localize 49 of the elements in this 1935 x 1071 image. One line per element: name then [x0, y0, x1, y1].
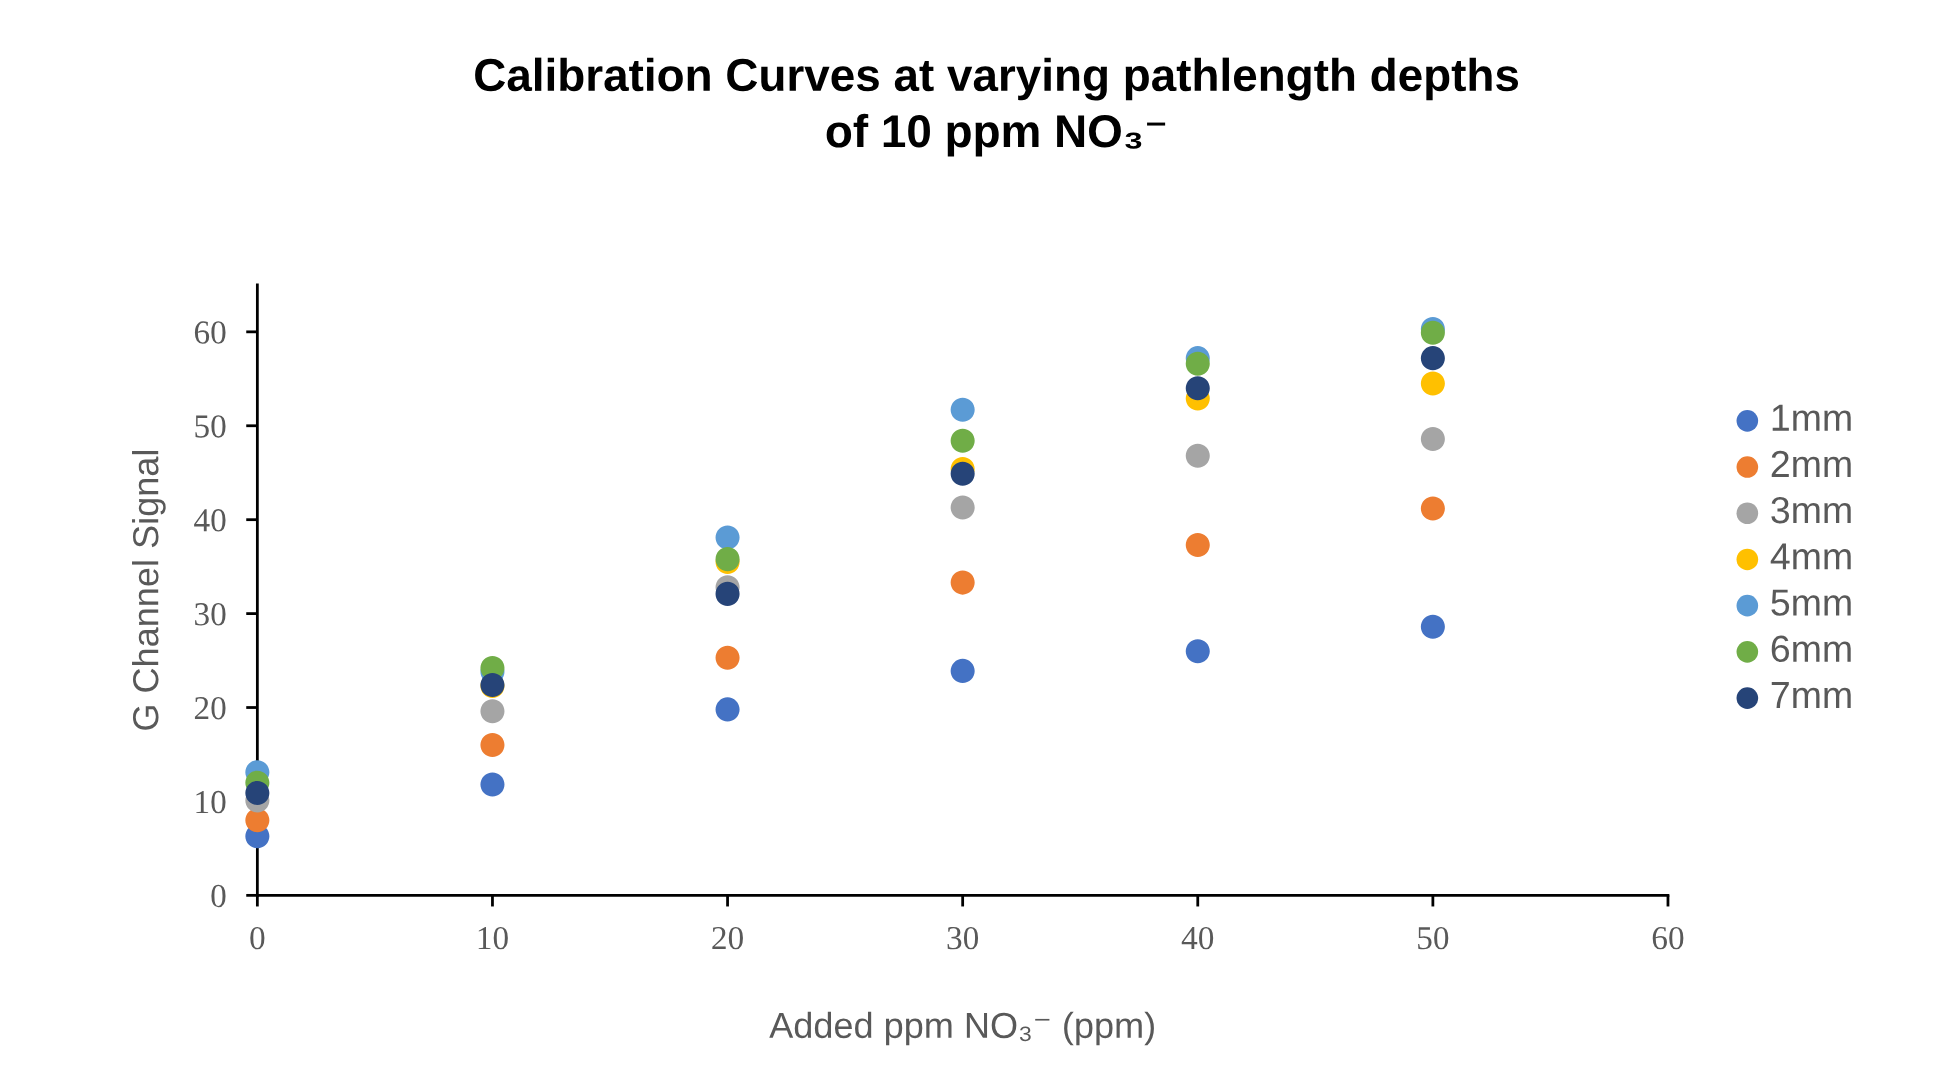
point [950, 570, 975, 595]
point [1420, 346, 1445, 371]
legend-label: 2mm [1771, 450, 1851, 477]
x-tick-label: 20 [712, 926, 743, 950]
y-tick-label: 20 [194, 696, 226, 720]
y-tick-label: 40 [194, 509, 226, 532]
point [715, 697, 740, 722]
point [950, 428, 975, 453]
chart-title: Calibration Curves at varying pathlength depths of 10 ppm NO₃⁻ [475, 57, 1519, 157]
point [950, 397, 975, 422]
point [1420, 371, 1445, 396]
point [1420, 496, 1445, 521]
point [1185, 376, 1210, 401]
point [715, 525, 740, 550]
point [245, 808, 270, 833]
y-tick-label: 30 [195, 603, 226, 626]
point [1420, 614, 1445, 639]
legend-label: 1mm [1772, 404, 1851, 431]
point [950, 461, 975, 486]
y-axis-title: G Channel Signal [132, 451, 166, 730]
legend-label: 5mm [1771, 589, 1851, 616]
y-tick-label: 60 [194, 321, 226, 344]
x-tick-label: 60 [1652, 926, 1684, 950]
legend-label: 6mm [1771, 635, 1851, 663]
x-tick-label: 10 [478, 926, 508, 950]
point [1185, 443, 1210, 468]
legend-label: 3mm [1771, 496, 1851, 524]
x-tick-label: 30 [947, 926, 979, 950]
point [1185, 351, 1210, 376]
point [715, 645, 740, 670]
x-tick-label: 50 [1418, 926, 1449, 950]
point [950, 495, 975, 520]
legend-label: 7mm [1771, 682, 1851, 708]
point [715, 581, 740, 606]
point [1420, 426, 1445, 451]
point [1185, 533, 1210, 558]
x-tick-label: 0 [250, 926, 265, 950]
y-tick-label: 10 [196, 790, 226, 814]
point [480, 699, 505, 724]
point [245, 780, 270, 806]
point [1185, 639, 1210, 664]
point [950, 658, 975, 683]
point [480, 733, 505, 758]
y-tick-label: 50 [195, 415, 226, 438]
legend-label: 4mm [1770, 543, 1851, 570]
x-tick-label: 40 [1181, 926, 1214, 950]
point [480, 772, 505, 797]
y-tick-label: 0 [211, 884, 226, 908]
x-axis-title: Added ppm NO₃⁻ (ppm) [769, 1011, 1154, 1046]
